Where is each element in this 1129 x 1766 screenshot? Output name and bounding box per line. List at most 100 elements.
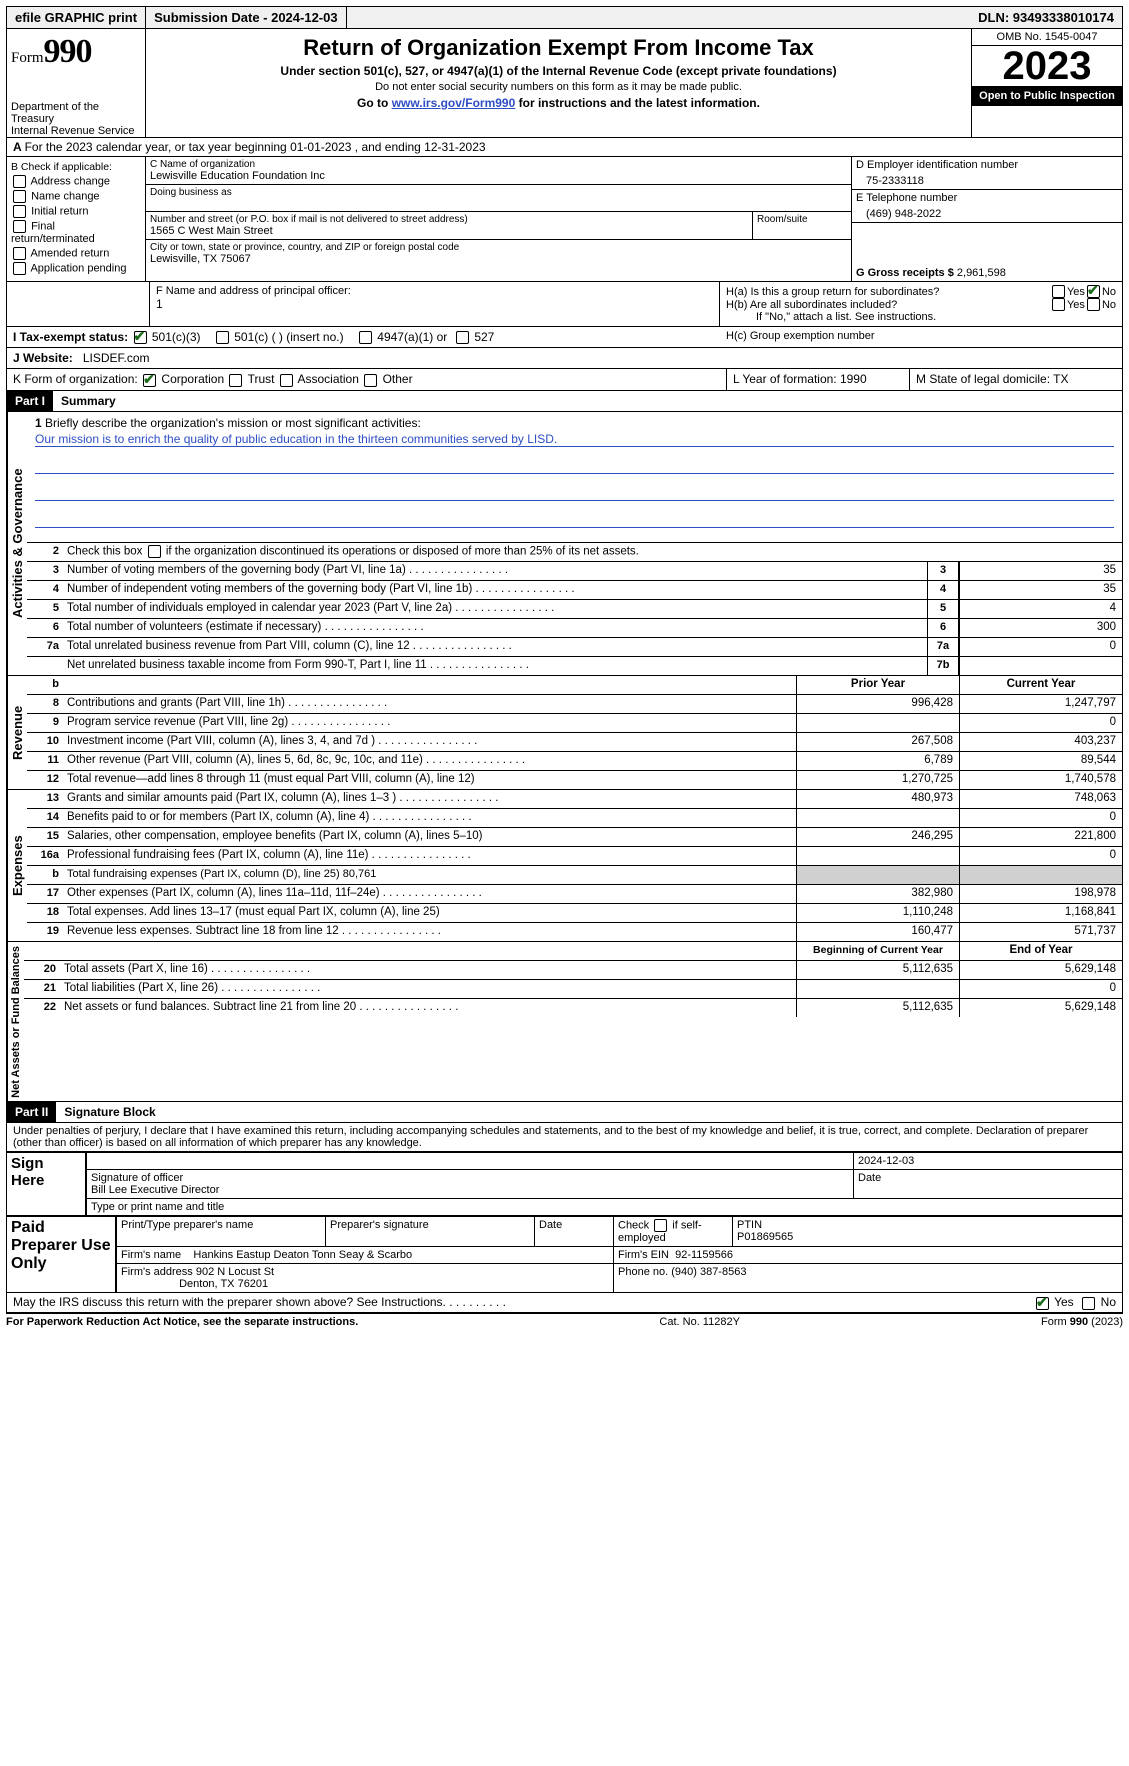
cb-amended[interactable]: Amended return <box>11 247 141 260</box>
cb-name-change-label: Name change <box>31 190 100 202</box>
footer-right: Form 990 (2023) <box>1041 1316 1123 1328</box>
open-to-public: Open to Public Inspection <box>972 86 1122 106</box>
cb-501c3[interactable] <box>134 331 147 344</box>
state-domicile: M State of legal domicile: TX <box>910 369 1122 389</box>
firm-addr2: Denton, TX 76201 <box>179 1278 268 1290</box>
h-b-yes[interactable] <box>1052 298 1065 311</box>
city-label: City or town, state or province, country… <box>150 242 847 253</box>
box-h: H(a) Is this a group return for subordin… <box>720 282 1122 326</box>
section-governance-label: Activities & Governance <box>7 412 27 675</box>
cb-trust[interactable] <box>229 374 242 387</box>
part2-header: Part II <box>7 1102 56 1122</box>
cb-initial-return[interactable]: Initial return <box>11 205 141 218</box>
yes-label-2: Yes <box>1067 299 1085 311</box>
line18-desc: Total expenses. Add lines 13–17 (must eq… <box>63 904 796 922</box>
phone-value: (469) 948-2022 <box>856 204 1118 220</box>
street-address: 1565 C West Main Street <box>150 225 748 237</box>
line22-py: 5,112,635 <box>796 999 959 1017</box>
line18-py: 1,110,248 <box>796 904 959 922</box>
h-a-yes[interactable] <box>1052 285 1065 298</box>
h-b-label: H(b) Are all subordinates included? <box>726 299 1050 311</box>
part1-header: Part I <box>7 391 53 411</box>
form-prefix: Form <box>11 50 44 66</box>
preparer-table: Paid Preparer Use Only Print/Type prepar… <box>6 1216 1123 1293</box>
cb-discontinued[interactable] <box>148 545 161 558</box>
efile-graphic-print[interactable]: efile GRAPHIC print <box>7 7 146 28</box>
line13-desc: Grants and similar amounts paid (Part IX… <box>63 790 796 808</box>
dept-treasury: Department of the Treasury <box>11 101 141 125</box>
cb-initial-return-label: Initial return <box>31 205 88 217</box>
line20-desc: Total assets (Part X, line 16) <box>60 961 796 979</box>
line16a-desc: Professional fundraising fees (Part IX, … <box>63 847 796 865</box>
cb-assoc[interactable] <box>280 374 293 387</box>
header-sub1: Under section 501(c), 527, or 4947(a)(1)… <box>154 64 963 78</box>
mission-blank-2 <box>35 486 1114 501</box>
form990-link[interactable]: www.irs.gov/Form990 <box>392 96 516 110</box>
cb-4947[interactable] <box>359 331 372 344</box>
mission-blank-3 <box>35 513 1114 528</box>
line20-cy: 5,629,148 <box>959 961 1122 979</box>
goto-suffix: for instructions and the latest informat… <box>515 96 760 110</box>
firm-ein-label: Firm's EIN <box>618 1249 669 1261</box>
cb-final-return[interactable]: Final return/terminated <box>11 220 141 245</box>
tax-year: 2023 <box>972 46 1122 86</box>
line22-desc: Net assets or fund balances. Subtract li… <box>60 999 796 1017</box>
line16b-cy <box>959 866 1122 884</box>
cb-501c[interactable] <box>216 331 229 344</box>
box-c: C Name of organization Lewisville Educat… <box>146 157 851 281</box>
corp-label: Corporation <box>161 372 224 386</box>
cb-self-employed[interactable] <box>654 1219 667 1232</box>
cb-corp[interactable] <box>143 374 156 387</box>
line9-desc: Program service revenue (Part VIII, line… <box>63 714 796 732</box>
line9-py <box>796 714 959 732</box>
line11-py: 6,789 <box>796 752 959 770</box>
cb-other[interactable] <box>364 374 377 387</box>
header-sub2: Do not enter social security numbers on … <box>154 81 963 93</box>
line10-py: 267,508 <box>796 733 959 751</box>
prior-year-header: Prior Year <box>796 676 959 694</box>
line14-desc: Benefits paid to or for members (Part IX… <box>63 809 796 827</box>
section-fh: F Name and address of principal officer:… <box>6 282 1123 327</box>
org-name-label: C Name of organization <box>150 159 847 170</box>
cb-app-pending[interactable]: Application pending <box>11 262 141 275</box>
discuss-no-label: No <box>1101 1295 1116 1309</box>
tax-status-label: I Tax-exempt status: <box>13 330 128 344</box>
line8-py: 996,428 <box>796 695 959 713</box>
line3-desc: Number of voting members of the governin… <box>63 562 927 580</box>
line21-desc: Total liabilities (Part X, line 26) <box>60 980 796 998</box>
no-label-2: No <box>1102 299 1116 311</box>
line7b-desc: Net unrelated business taxable income fr… <box>63 657 927 675</box>
dln: DLN: 93493338010174 <box>970 7 1122 28</box>
firm-addr-label: Firm's address <box>121 1266 193 1278</box>
mission-blank-1 <box>35 459 1114 474</box>
h-a-no[interactable] <box>1087 285 1100 298</box>
line14-py <box>796 809 959 827</box>
dba-label: Doing business as <box>150 187 847 198</box>
website-value[interactable]: LISDEF.com <box>83 351 150 365</box>
cb-name-change[interactable]: Name change <box>11 190 141 203</box>
cb-address-change[interactable]: Address change <box>11 175 141 188</box>
begin-year-header: Beginning of Current Year <box>796 942 959 960</box>
mission-text: Our mission is to enrich the quality of … <box>35 432 1114 447</box>
sign-here-label: Sign Here <box>7 1153 87 1216</box>
ein-value: 75-2333118 <box>856 171 1118 187</box>
section-i: I Tax-exempt status: 501(c)(3) 501(c) ( … <box>6 327 1123 348</box>
section-expenses-label: Expenses <box>7 790 27 941</box>
form-number: Form990 <box>11 33 141 71</box>
ein-label: D Employer identification number <box>856 159 1118 171</box>
cb-527[interactable] <box>456 331 469 344</box>
section-j: J Website: LISDEF.com <box>6 348 1123 369</box>
line15-py: 246,295 <box>796 828 959 846</box>
cb-discuss-no[interactable] <box>1082 1297 1095 1310</box>
line14-cy: 0 <box>959 809 1122 827</box>
firm-name-label: Firm's name <box>121 1249 181 1261</box>
sign-date-label: Date <box>854 1170 1123 1199</box>
submission-date: Submission Date - 2024-12-03 <box>146 7 347 28</box>
section-netassets-label: Net Assets or Fund Balances <box>7 942 24 1102</box>
line8-desc: Contributions and grants (Part VIII, lin… <box>63 695 796 713</box>
spacer-b <box>7 282 150 326</box>
cb-discuss-yes[interactable] <box>1036 1297 1049 1310</box>
h-b-no[interactable] <box>1087 298 1100 311</box>
part1-body: Activities & Governance 1 Briefly descri… <box>6 412 1123 676</box>
part2-header-row: Part II Signature Block <box>6 1102 1123 1123</box>
